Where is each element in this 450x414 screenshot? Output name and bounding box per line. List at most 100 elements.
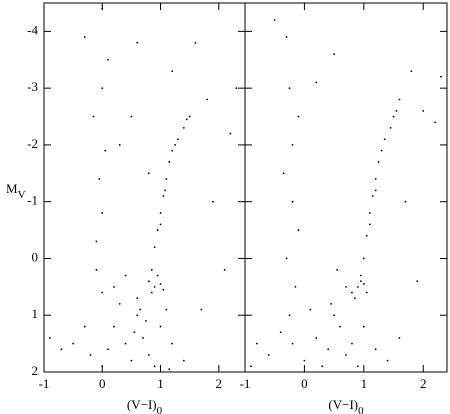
star-point: [422, 109, 425, 112]
star-point: [291, 342, 294, 345]
star-point: [124, 274, 127, 277]
star-point: [168, 368, 171, 371]
x-axis-label-main: (V−I): [127, 397, 157, 412]
star-point: [185, 118, 188, 121]
star-point: [159, 223, 162, 226]
star-point: [60, 348, 63, 351]
star-point: [235, 87, 238, 90]
star-point: [113, 285, 115, 288]
star-point: [83, 325, 86, 328]
panel-frame: [43, 2, 246, 373]
y-tick-label: 1: [32, 306, 39, 321]
star-point: [171, 70, 174, 73]
star-point: [162, 195, 165, 197]
star-point: [136, 297, 139, 300]
star-point: [150, 268, 153, 271]
star-point: [139, 308, 142, 311]
star-point: [136, 41, 139, 44]
x-tick-label: 0: [99, 376, 106, 391]
star-point: [101, 365, 104, 368]
star-point: [98, 178, 101, 180]
star-point: [145, 320, 147, 322]
star-point: [354, 297, 356, 300]
star-point: [153, 285, 156, 288]
star-point: [164, 189, 167, 192]
star-point: [365, 234, 368, 237]
star-point: [118, 144, 121, 146]
star-point: [356, 365, 359, 368]
y-tick-label: -4: [27, 22, 38, 37]
star-point: [72, 342, 75, 345]
star-point: [291, 144, 294, 146]
star-point: [118, 302, 121, 305]
star-point: [410, 70, 413, 73]
star-point: [398, 98, 401, 101]
star-point: [48, 337, 51, 339]
star-point: [309, 308, 312, 311]
star-point: [297, 115, 300, 118]
y-axis-label: MV: [6, 181, 26, 201]
star-point: [333, 314, 336, 317]
star-point: [368, 223, 371, 226]
star-point: [107, 58, 109, 61]
star-point: [182, 126, 185, 129]
star-point: [113, 325, 115, 328]
panel-frame: [244, 2, 448, 373]
star-point: [92, 115, 95, 118]
star-point: [330, 302, 333, 305]
star-point: [279, 331, 282, 334]
x-tick-label: 1: [157, 376, 164, 391]
star-point: [147, 172, 150, 175]
star-point: [101, 212, 104, 214]
x-axis-label-main: (V−I): [328, 397, 358, 412]
star-point: [315, 337, 318, 339]
star-point: [83, 36, 86, 38]
y-tick-label: -3: [27, 79, 38, 94]
star-point: [153, 365, 156, 368]
x-tick-label: 1: [361, 376, 368, 391]
star-point: [133, 331, 136, 334]
star-point: [288, 87, 291, 90]
star-point: [212, 200, 214, 203]
star-point: [371, 195, 374, 197]
star-point: [380, 149, 383, 152]
star-point: [368, 212, 371, 214]
star-point: [159, 325, 162, 328]
star-point: [315, 81, 318, 84]
star-point: [130, 359, 133, 362]
x-tick-label: -1: [240, 376, 251, 391]
star-point: [359, 274, 362, 277]
star-point: [124, 342, 127, 345]
star-point: [288, 314, 291, 317]
star-point: [434, 121, 437, 124]
star-point: [359, 280, 362, 283]
star-point: [200, 308, 203, 311]
star-point: [351, 291, 353, 294]
star-point: [351, 342, 353, 345]
star-point: [182, 359, 185, 362]
star-point: [171, 342, 174, 345]
star-point: [398, 337, 401, 339]
star-point: [267, 354, 270, 356]
star-point: [165, 178, 168, 180]
star-point: [147, 354, 150, 356]
star-point: [250, 365, 252, 368]
x-axis-label: (V−I)0: [328, 397, 364, 414]
star-point: [95, 240, 98, 243]
y-tick-label: -1: [27, 193, 38, 208]
star-point: [339, 325, 341, 328]
star-point: [206, 98, 209, 101]
star-point: [291, 200, 294, 203]
star-point: [404, 200, 407, 203]
star-point: [177, 138, 179, 141]
star-point: [107, 348, 109, 351]
star-point: [362, 325, 365, 328]
star-point: [159, 283, 162, 285]
star-point: [336, 268, 338, 271]
star-point: [365, 291, 368, 294]
star-point: [362, 257, 365, 260]
y-axis-label-main: M: [6, 181, 18, 196]
star-point: [327, 348, 330, 351]
star-point: [395, 109, 398, 112]
star-point: [159, 212, 162, 214]
